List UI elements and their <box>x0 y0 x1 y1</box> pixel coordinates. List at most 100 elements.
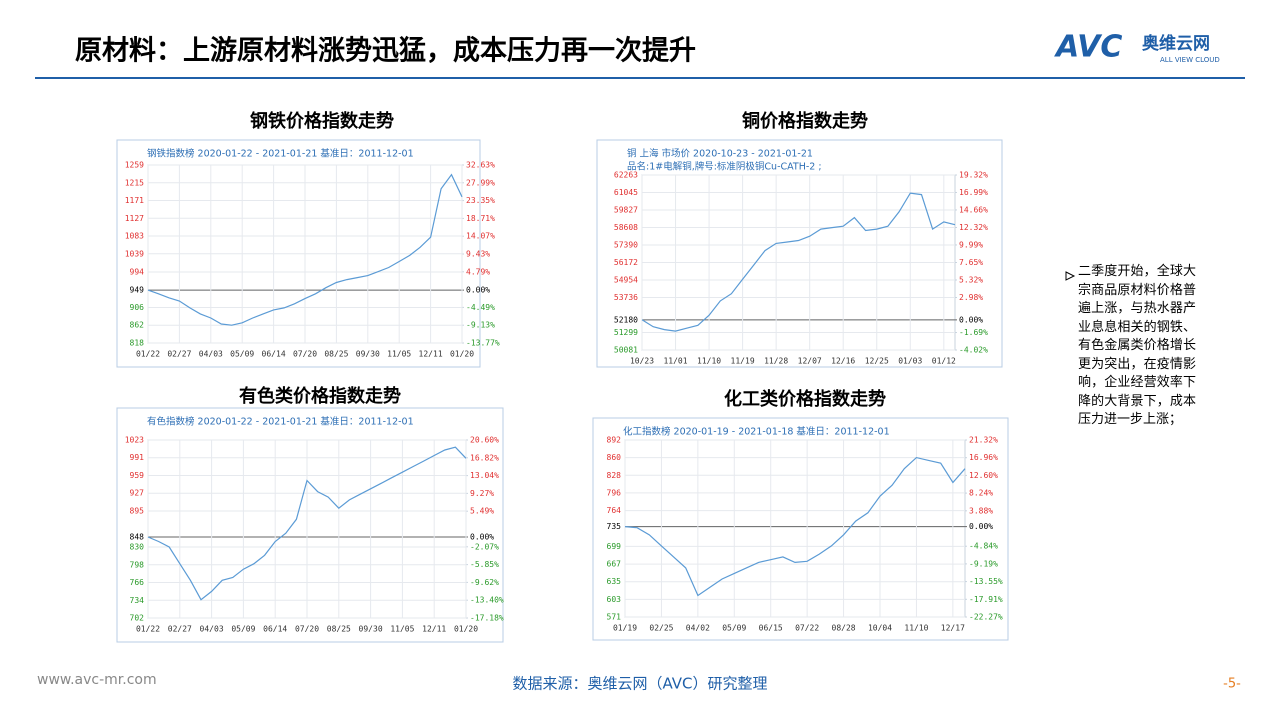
price-line <box>147 446 467 601</box>
y-tick-label: 1083 <box>125 232 144 241</box>
y2-tick-label: 23.35% <box>466 196 495 205</box>
price-line <box>641 192 956 332</box>
x-tick-label: 05/09 <box>230 350 254 359</box>
y2-tick-label: 9.43% <box>466 250 490 259</box>
logo-tagline: ALL VIEW CLOUD <box>1160 56 1220 64</box>
x-tick-label: 01/22 <box>136 350 160 359</box>
y2-tick-label: -9.62% <box>470 578 499 587</box>
bullet-marker <box>1065 271 1076 281</box>
bullet-text: 二季度开始，全球大宗商品原材料价格普遍上涨，与热水器产业息息相关的钢铁、有色金属… <box>1078 264 1196 427</box>
y2-tick-label: -4.84% <box>969 542 998 551</box>
y-tick-label: 1039 <box>125 249 144 258</box>
y2-tick-label: 19.32% <box>959 171 988 180</box>
chart-subtitle: 化工指数榜 2020-01-19 - 2021-01-18 基准日：2011-1… <box>623 426 890 438</box>
y2-tick-label: 9.99% <box>959 240 983 249</box>
y-tick-label: 1127 <box>125 214 144 223</box>
y-tick-label: 764 <box>607 506 622 515</box>
x-tick-label: 04/03 <box>200 625 224 634</box>
x-tick-label: 02/25 <box>649 624 673 633</box>
y2-tick-label: -17.18% <box>470 614 504 623</box>
y-tick-label: 798 <box>130 560 145 569</box>
y-tick-label: 1171 <box>125 196 144 205</box>
y2-tick-label: -17.91% <box>969 595 1003 604</box>
y-tick-label: 766 <box>130 578 145 587</box>
x-tick-label: 02/27 <box>168 625 192 634</box>
y-tick-label: 667 <box>607 560 622 569</box>
y-tick-label: 62263 <box>614 171 638 180</box>
x-tick-label: 04/03 <box>199 350 223 359</box>
y2-tick-label: -13.77% <box>466 339 500 348</box>
y2-tick-label: 4.79% <box>466 267 490 276</box>
x-tick-label: 01/20 <box>454 625 478 634</box>
y-tick-label: 830 <box>130 543 145 552</box>
y-tick-label: 734 <box>130 596 145 605</box>
y2-tick-label: 9.27% <box>470 489 494 498</box>
y-tick-label: 895 <box>130 506 145 515</box>
x-tick-label: 11/10 <box>697 357 721 366</box>
chart-title: 钢铁价格指数走势 <box>250 110 394 132</box>
y-tick-label: 818 <box>130 339 145 348</box>
y2-tick-label: -13.55% <box>969 577 1003 586</box>
y-tick-label: 735 <box>607 522 622 531</box>
y-tick-label: 1215 <box>125 178 144 187</box>
x-tick-label: 11/10 <box>904 624 928 633</box>
y2-tick-label: 3.88% <box>969 506 993 515</box>
x-tick-label: 08/25 <box>327 625 351 634</box>
y-tick-label: 699 <box>607 542 622 551</box>
slide-title: 原材料：上游原材料涨势迅猛，成本压力再一次提升 <box>75 36 696 67</box>
y2-tick-label: 0.00% <box>466 286 490 295</box>
y-tick-label: 796 <box>607 488 622 497</box>
y2-tick-label: 0.00% <box>969 522 993 531</box>
x-tick-label: 12/25 <box>865 357 889 366</box>
x-tick-label: 06/14 <box>263 625 287 634</box>
x-tick-label: 07/20 <box>295 625 319 634</box>
x-tick-label: 09/30 <box>359 625 383 634</box>
y-tick-label: 848 <box>130 533 145 542</box>
x-tick-label: 12/11 <box>419 350 443 359</box>
y2-tick-label: 32.63% <box>466 161 495 170</box>
y-tick-label: 51299 <box>614 328 638 337</box>
y-tick-label: 991 <box>130 453 145 462</box>
y2-tick-label: 0.00% <box>959 315 983 324</box>
chart-subtitle: 钢铁指数榜 2020-01-22 - 2021-01-21 基准日：2011-1… <box>147 148 414 160</box>
y-tick-label: 860 <box>607 453 622 462</box>
y2-tick-label: 5.49% <box>470 507 494 516</box>
y2-tick-label: -4.02% <box>959 346 988 355</box>
y2-tick-label: 16.96% <box>969 453 998 462</box>
y2-tick-label: 16.99% <box>959 188 988 197</box>
x-tick-label: 07/22 <box>795 624 819 633</box>
x-tick-label: 01/03 <box>898 357 922 366</box>
x-tick-label: 12/07 <box>798 357 822 366</box>
x-tick-label: 12/11 <box>422 625 446 634</box>
x-tick-label: 11/28 <box>764 357 788 366</box>
chart-title: 有色类价格指数走势 <box>239 385 401 407</box>
y2-tick-label: -2.07% <box>470 542 499 551</box>
x-tick-label: 02/27 <box>167 350 191 359</box>
y2-tick-label: 5.32% <box>959 275 983 284</box>
y-tick-label: 892 <box>607 436 622 445</box>
y2-tick-label: -4.49% <box>466 303 495 312</box>
y-tick-label: 828 <box>607 471 622 480</box>
y2-tick-label: -1.69% <box>959 328 988 337</box>
y2-tick-label: -22.27% <box>969 613 1003 622</box>
y-tick-label: 58608 <box>614 223 638 232</box>
y-tick-label: 959 <box>130 471 145 480</box>
price-line <box>624 456 966 597</box>
y-tick-label: 53736 <box>614 293 638 302</box>
y-tick-label: 59827 <box>614 205 638 214</box>
x-tick-label: 06/15 <box>759 624 783 633</box>
x-tick-label: 10/04 <box>868 624 892 633</box>
chart-subtitle: 铜 上海 市场价 2020-10-23 - 2021-01-21 <box>627 148 813 160</box>
chart-title: 化工类价格指数走势 <box>724 388 886 410</box>
chart-title: 铜价格指数走势 <box>742 110 868 132</box>
x-tick-label: 10/23 <box>630 357 654 366</box>
y-tick-label: 61045 <box>614 188 638 197</box>
y2-tick-label: 21.32% <box>969 436 998 445</box>
y2-tick-label: 14.66% <box>959 205 988 214</box>
y-tick-label: 54954 <box>614 275 638 284</box>
footer-source: 数据来源：奥维云网（AVC）研究整理 <box>512 675 767 693</box>
y-tick-label: 603 <box>607 595 622 604</box>
chart-subtitle: 有色指数榜 2020-01-22 - 2021-01-21 基准日：2011-1… <box>147 416 414 428</box>
y2-tick-label: -13.40% <box>470 596 504 605</box>
